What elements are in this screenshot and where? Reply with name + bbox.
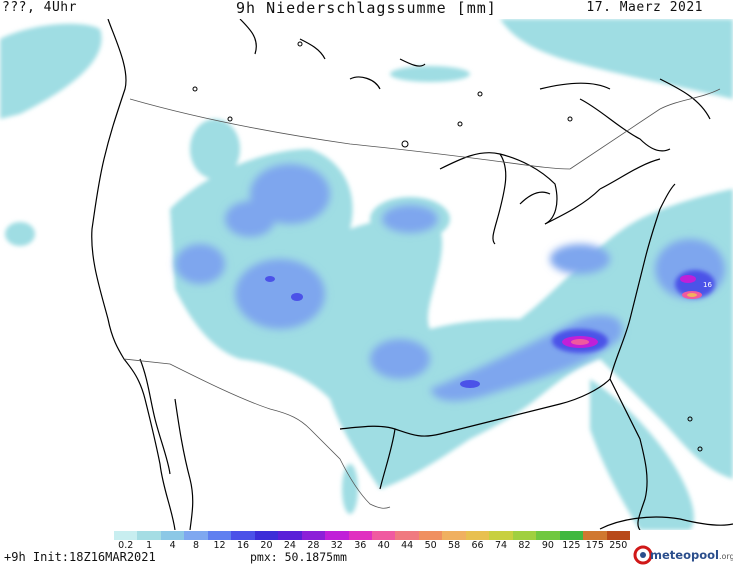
max-value-label: 16 — [703, 281, 712, 289]
color-scale-segment — [395, 531, 419, 540]
color-scale-segment — [465, 531, 490, 540]
color-scale-segment — [442, 531, 466, 540]
color-scale-bar — [114, 531, 630, 540]
coastline — [91, 19, 733, 530]
color-scale-label: 50 — [424, 540, 437, 551]
color-scale-segment — [536, 531, 560, 540]
max-precip-label: pmx: 50.1875mm — [250, 550, 347, 564]
color-scale-segment — [348, 531, 372, 540]
color-scale-label: 125 — [562, 540, 581, 551]
color-scale-label: 0.2 — [118, 540, 134, 551]
political-borders — [123, 88, 721, 509]
meteopool-logo[interactable]: meteopool.org — [633, 544, 733, 566]
color-scale-segment — [512, 531, 537, 540]
color-scale-label: 175 — [585, 540, 604, 551]
color-scale-segment — [137, 531, 161, 540]
init-time-label: +9h Init:18Z16MAR2021 — [4, 550, 156, 564]
color-scale-segment — [207, 531, 232, 540]
color-scale-label: 90 — [541, 540, 554, 551]
color-scale-segment — [559, 531, 584, 540]
color-scale-label: 44 — [401, 540, 414, 551]
logo-icon — [633, 545, 653, 565]
color-scale-label: 58 — [448, 540, 461, 551]
color-scale-segment — [231, 531, 255, 540]
header-date: 17. Maerz 2021 — [586, 0, 703, 15]
color-scale-label: 40 — [377, 540, 390, 551]
map-title: 9h Niederschlagssumme [mm] — [236, 0, 497, 17]
logo-name: meteopool — [650, 548, 719, 562]
color-scale-label: 8 — [193, 540, 200, 551]
precipitation-map: 16 — [0, 19, 733, 530]
color-scale-label: 250 — [609, 540, 628, 551]
precip-intense — [265, 270, 715, 388]
precip-light — [0, 19, 733, 530]
color-scale-label: 4 — [169, 540, 176, 551]
color-scale-label: 66 — [471, 540, 484, 551]
logo-text: meteopool.org — [650, 548, 733, 562]
color-scale-segment — [418, 531, 443, 540]
color-scale-segment — [371, 531, 396, 540]
color-scale-segment — [606, 531, 630, 540]
color-scale-segment — [301, 531, 326, 540]
color-scale-segment — [160, 531, 185, 540]
color-scale-label: 16 — [236, 540, 250, 551]
header-left-label: ???, 4Uhr — [2, 0, 77, 15]
islands — [192, 41, 703, 452]
color-scale-label: 32 — [330, 540, 343, 551]
color-scale-segment — [583, 531, 607, 540]
color-scale-label: 36 — [354, 540, 367, 551]
color-scale-segment — [325, 531, 349, 540]
color-scale-label: 28 — [307, 540, 320, 551]
color-scale-labels: 0.2 1 4 8 12 16 20 24 28 32 36 40 44 50 58 66 74 82 90 125 1… — [114, 540, 630, 552]
color-scale-segment — [184, 531, 208, 540]
color-scale-label: 82 — [518, 540, 531, 551]
color-scale-label: 24 — [283, 540, 296, 551]
color-scale-label: 1 — [146, 540, 153, 551]
color-scale-segment — [489, 531, 513, 540]
color-scale-label: 74 — [494, 540, 508, 551]
color-scale-segment — [254, 531, 279, 540]
logo-tld: .org — [718, 552, 733, 561]
color-scale-label: 20 — [260, 540, 273, 551]
color-scale-segment — [278, 531, 302, 540]
color-scale-label: 12 — [213, 540, 226, 551]
color-scale-segment — [114, 531, 138, 540]
